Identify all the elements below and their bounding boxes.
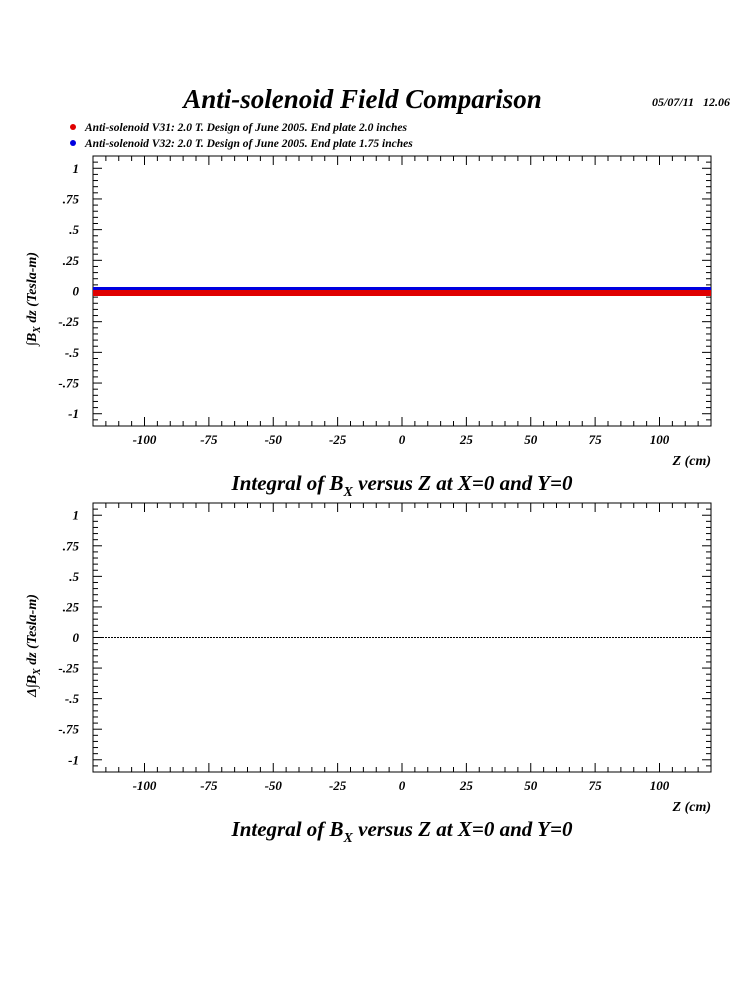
timestamp: 05/07/11 12.06 (652, 95, 730, 110)
top-y-tick-label: -1 (68, 406, 79, 421)
time-label: 12.06 (703, 95, 730, 109)
page-title: Anti-solenoid Field Comparison (183, 84, 542, 114)
top-y-tick-label: .5 (69, 222, 79, 237)
bottom-y-tick-label: .75 (63, 538, 80, 553)
top-x-tick-label: 50 (524, 432, 538, 447)
bottom-x-tick-label: 75 (589, 778, 603, 793)
top-y-tick-label: .25 (63, 253, 80, 268)
bottom-y-tick-label: -.25 (58, 661, 79, 676)
bottom-x-tick-label: 50 (524, 778, 538, 793)
legend-marker-v31 (70, 124, 76, 131)
top-panel: -100 -75 -50 -25 0 25 50 75 100 1 .75 .5 .25 0 -.25 -.5… (25, 155, 712, 500)
top-x-tick-label: -75 (200, 432, 218, 447)
bottom-plot-title: Integral of BX versus Z at X=0 and Y=0 (231, 817, 573, 846)
bottom-panel: -100 -75 -50 -25 0 25 50 75 100 1 .75 .5 .25 0 -.25 -.5… (25, 502, 712, 846)
bottom-x-tick-label: 0 (399, 778, 406, 793)
top-y-tick-label: -.25 (58, 314, 79, 329)
legend-label-v31: Anti-solenoid V31: 2.0 T. Design of June… (85, 122, 407, 134)
bottom-y-tick-label: -1 (68, 752, 79, 767)
top-y-tick-label: -.75 (58, 376, 79, 391)
top-y-tick-label: .75 (63, 191, 80, 206)
bottom-y-tick-label: .25 (63, 599, 80, 614)
top-y-tick-label: -.5 (65, 345, 80, 360)
bottom-x-tick-label: 25 (459, 778, 474, 793)
bottom-x-tick-label: -25 (329, 778, 347, 793)
bottom-x-axis-label: Z (cm) (672, 800, 711, 815)
bottom-y-tick-label: 1 (73, 508, 80, 523)
date-label: 05/07/11 (651, 95, 694, 109)
bottom-y-tick-label: 0 (73, 630, 80, 645)
top-y-axis-label: ∫BX dz (Tesla-m) (25, 252, 43, 347)
top-x-tick-label: 75 (589, 432, 603, 447)
top-x-axis-label: Z (cm) (672, 454, 711, 469)
top-x-tick-label: -100 (133, 432, 157, 447)
bottom-y-tick-label: -.75 (58, 722, 79, 737)
top-x-tick-label: 0 (399, 432, 406, 447)
top-x-tick-label: 100 (650, 432, 670, 447)
bottom-x-tick-label: 100 (650, 778, 670, 793)
top-x-tick-label: -50 (265, 432, 283, 447)
legend-marker-v32 (70, 140, 76, 147)
top-plot-title: Integral of BX versus Z at X=0 and Y=0 (231, 471, 573, 500)
bottom-y-tick-label: -.5 (65, 691, 80, 706)
bottom-x-tick-label: -100 (133, 778, 157, 793)
bottom-y-axis-label: Δ∫BX dz (Tesla-m) (25, 594, 43, 698)
legend-entry-v32: Anti-solenoid V32: 2.0 T. Design of June… (70, 138, 413, 150)
top-x-tick-label: -25 (329, 432, 347, 447)
bottom-x-tick-label: -50 (265, 778, 283, 793)
top-x-tick-label: 25 (459, 432, 474, 447)
legend-entry-v31: Anti-solenoid V31: 2.0 T. Design of June… (70, 122, 407, 134)
bottom-x-tick-label: -75 (200, 778, 218, 793)
top-y-tick-label: 1 (73, 161, 80, 176)
bottom-y-tick-label: .5 (69, 569, 79, 584)
legend-label-v32: Anti-solenoid V32: 2.0 T. Design of June… (85, 138, 413, 150)
top-y-tick-label: 0 (73, 284, 80, 299)
